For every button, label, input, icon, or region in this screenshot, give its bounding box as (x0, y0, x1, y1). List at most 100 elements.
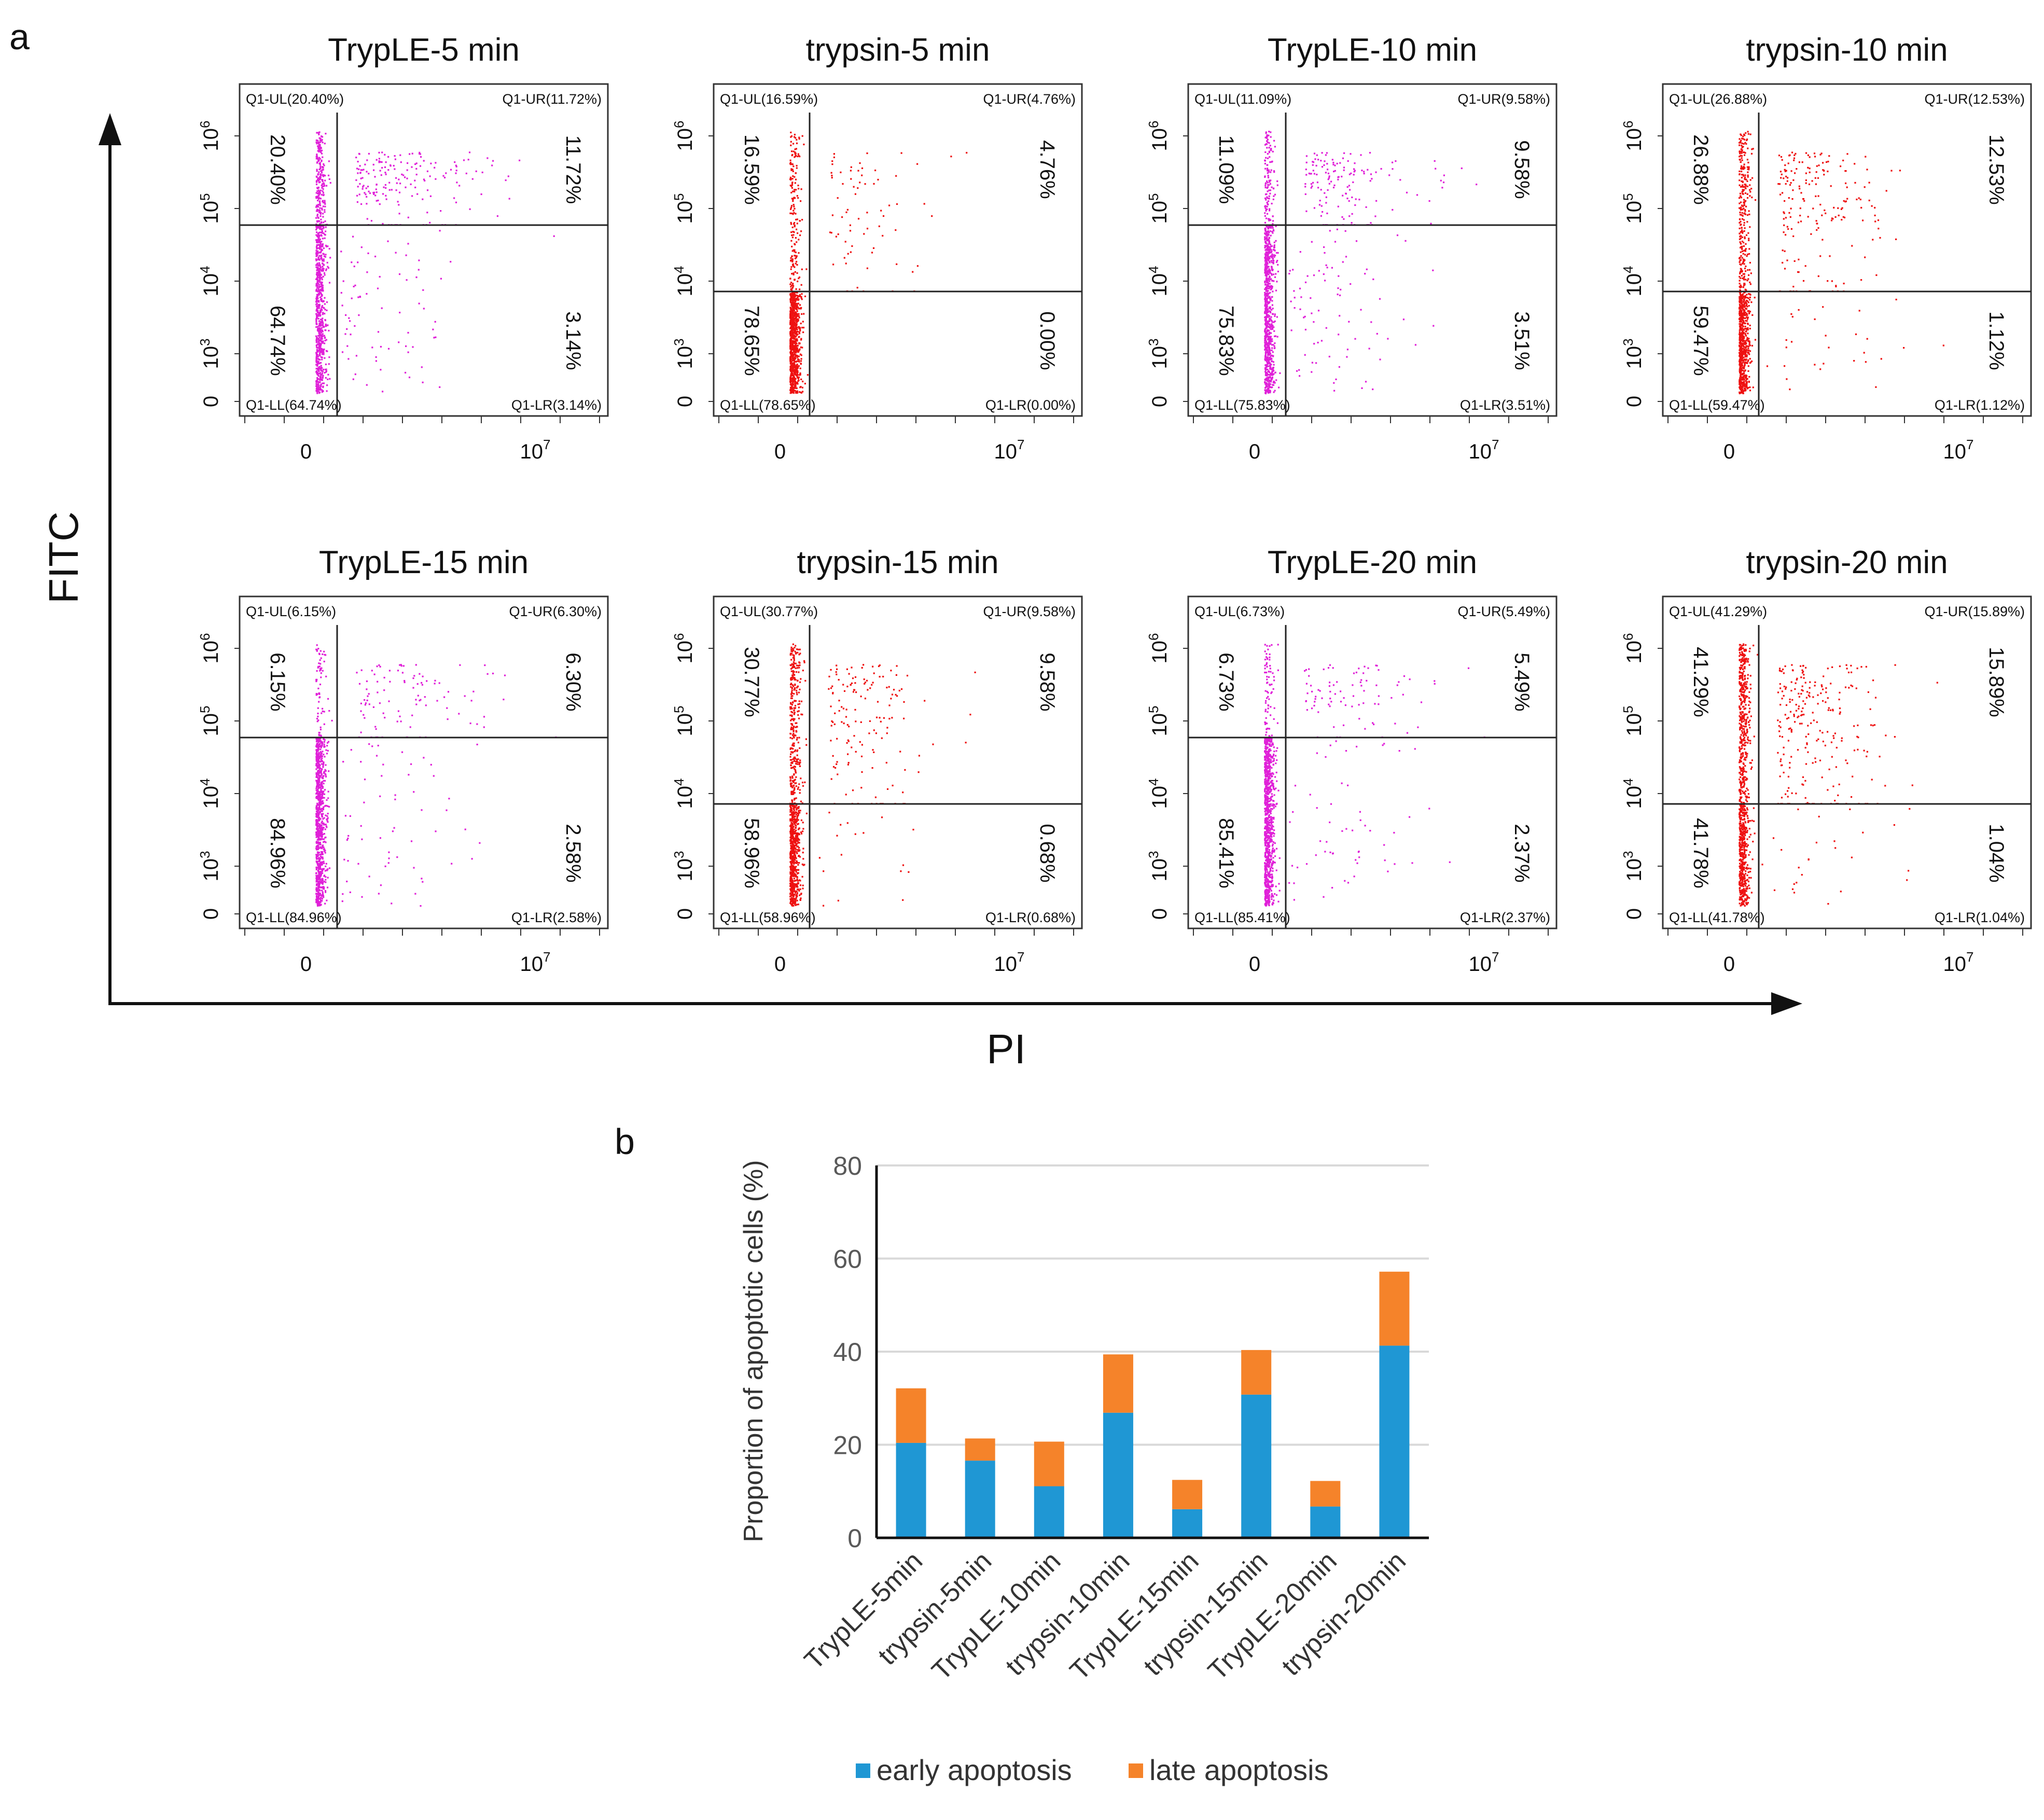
bar-late-apoptosis (896, 1388, 926, 1443)
bar-late-apoptosis (1379, 1271, 1410, 1346)
y-tick-label: 105 (197, 706, 223, 737)
bar-early-apoptosis (1310, 1506, 1341, 1538)
y-tick-label: 106 (1146, 121, 1171, 151)
y-tick-label: 103 (1620, 339, 1646, 369)
flow-plot-title: TrypLE-15 min (319, 545, 529, 580)
quadrant-pct-lr: 3.51% (1510, 311, 1533, 370)
bar-early-apoptosis (1103, 1412, 1133, 1538)
flow-plot: trypsin-5 min Q1-UL(16.59%) Q1-UR(4.76%) Q1… (671, 32, 1083, 463)
panel-b-stacked-bar-chart: b020406080TrypLE-5mintrypsin-5minTrypLE-… (615, 1121, 1429, 1786)
quadrant-pct-ur: 11.72% (562, 135, 585, 204)
x-tick-label: 107 (994, 949, 1025, 976)
x-tick-label: 0 (1723, 953, 1735, 976)
quadrant-label-lr: Q1-LR(3.14%) (511, 397, 602, 413)
y-tick-label: 106 (1620, 633, 1646, 664)
quadrant-pct-ur: 15.89% (1985, 647, 2008, 717)
x-tick-label: 0 (1723, 440, 1735, 463)
flow-plot-title: trypsin-5 min (806, 32, 990, 68)
y-tick-label: 0 (674, 396, 697, 407)
quadrant-label-lr: Q1-LR(1.04%) (1935, 910, 2025, 925)
chart-legend: early apoptosis late apoptosis (856, 1754, 1329, 1786)
quadrant-pct-ul: 6.73% (1215, 652, 1237, 711)
flow-plot-events (315, 131, 555, 394)
quadrant-label-lr: Q1-LR(2.58%) (511, 910, 602, 925)
bar-late-apoptosis (1310, 1481, 1341, 1507)
x-axis-title: PI (986, 1026, 1026, 1072)
bar-early-apoptosis (1241, 1394, 1272, 1538)
quadrant-pct-ul: 26.88% (1689, 134, 1712, 205)
quadrant-pct-ll: 85.41% (1215, 818, 1237, 888)
flow-plot-events (1264, 131, 1478, 395)
legend-label-late: late apoptosis (1149, 1754, 1329, 1786)
legend-label-early: early apoptosis (877, 1754, 1072, 1786)
flow-plot-frame (239, 595, 609, 929)
quadrant-pct-ll: 59.47% (1689, 305, 1712, 376)
y-tick-label: 106 (197, 633, 223, 664)
flow-plot-frame (1187, 595, 1558, 929)
flow-plot: TrypLE-10 min Q1-UL(11.09%) Q1-UR(9.58%) Q1… (1146, 32, 1558, 463)
quadrant-label-lr: Q1-LR(2.37%) (1460, 910, 1550, 925)
y-tick-label: 0 (674, 908, 697, 920)
flow-plot-events (315, 644, 557, 907)
y-axis-title: FITC (40, 511, 87, 604)
quadrant-pct-ur: 12.53% (1985, 134, 2008, 205)
y-tick-label: 40 (833, 1338, 862, 1367)
quadrant-label-ll: Q1-LL(64.74%) (246, 397, 342, 413)
quadrant-label-lr: Q1-LR(0.00%) (985, 397, 1076, 413)
y-tick-label: 103 (1620, 851, 1646, 882)
quadrant-pct-ur: 9.58% (1036, 652, 1059, 711)
quadrant-label-ul: Q1-UL(16.59%) (720, 91, 818, 107)
flow-plot-events (1739, 131, 1944, 395)
quadrant-label-ul: Q1-UL(11.09%) (1194, 91, 1291, 107)
bar-late-apoptosis (1034, 1441, 1064, 1486)
flow-plot-title: trypsin-10 min (1746, 32, 1948, 68)
y-tick-label: 60 (833, 1245, 862, 1274)
y-tick-label: 0 (847, 1524, 862, 1553)
quadrant-pct-ul: 11.09% (1215, 135, 1237, 204)
quadrant-label-ur: Q1-UR(4.76%) (983, 91, 1076, 107)
y-tick-label: 106 (197, 121, 223, 151)
quadrant-label-ll: Q1-LL(41.78%) (1669, 910, 1765, 925)
quadrant-label-ll: Q1-LL(84.96%) (246, 910, 342, 925)
quadrant-label-ll: Q1-LL(59.47%) (1669, 397, 1765, 413)
flow-plot-title: trypsin-20 min (1746, 545, 1948, 580)
flow-plot: trypsin-15 min Q1-UL(30.77%) Q1-UR(9.58%) Q… (671, 545, 1083, 976)
flow-plot-title: TrypLE-10 min (1268, 32, 1477, 68)
y-tick-label: 105 (197, 193, 223, 224)
quadrant-pct-lr: 2.37% (1510, 824, 1533, 882)
quadrant-pct-lr: 3.14% (562, 311, 585, 370)
flow-plot-title: trypsin-15 min (797, 545, 998, 580)
quadrant-label-lr: Q1-LR(1.12%) (1935, 397, 2025, 413)
x-tick-label: 0 (774, 953, 786, 976)
bar-late-apoptosis (1172, 1480, 1203, 1509)
quadrant-label-ll: Q1-LL(58.96%) (720, 910, 816, 925)
quadrant-label-ur: Q1-UR(11.72%) (502, 91, 602, 107)
flow-plot: TrypLE-15 min Q1-UL(6.15%) Q1-UR(6.30%) Q1-… (197, 545, 609, 976)
y-tick-label: 106 (671, 121, 697, 151)
y-tick-label: 104 (1146, 779, 1171, 809)
y-tick-label: 20 (833, 1431, 862, 1460)
quadrant-label-ur: Q1-UR(15.89%) (1924, 604, 2025, 619)
quadrant-pct-ul: 16.59% (740, 134, 763, 205)
quadrant-label-ul: Q1-UL(41.29%) (1669, 604, 1767, 619)
y-tick-label: 103 (671, 339, 697, 369)
x-tick-label: 0 (1249, 440, 1260, 463)
y-tick-label: 106 (671, 633, 697, 664)
category-label: trypsin-20min (1276, 1546, 1412, 1682)
bar-late-apoptosis (965, 1438, 995, 1461)
x-tick-label: 0 (300, 953, 312, 976)
bar-early-apoptosis (1034, 1486, 1064, 1538)
quadrant-pct-lr: 1.12% (1985, 311, 2008, 370)
quadrant-pct-ll: 58.96% (740, 818, 763, 888)
flow-plot-frame (1662, 83, 2032, 417)
quadrant-pct-ul: 30.77% (740, 647, 763, 717)
y-tick-label: 105 (1620, 706, 1646, 737)
y-tick-label: 105 (1146, 193, 1171, 224)
quadrant-pct-ll: 75.83% (1215, 305, 1237, 376)
quadrant-label-ul: Q1-UL(26.88%) (1669, 91, 1767, 107)
y-tick-label: 104 (1620, 779, 1646, 809)
y-tick-label: 0 (1148, 396, 1171, 407)
y-tick-label: 106 (1620, 121, 1646, 151)
b-y-axis-title: Proportion of apoptotic cells (%) (739, 1160, 769, 1542)
